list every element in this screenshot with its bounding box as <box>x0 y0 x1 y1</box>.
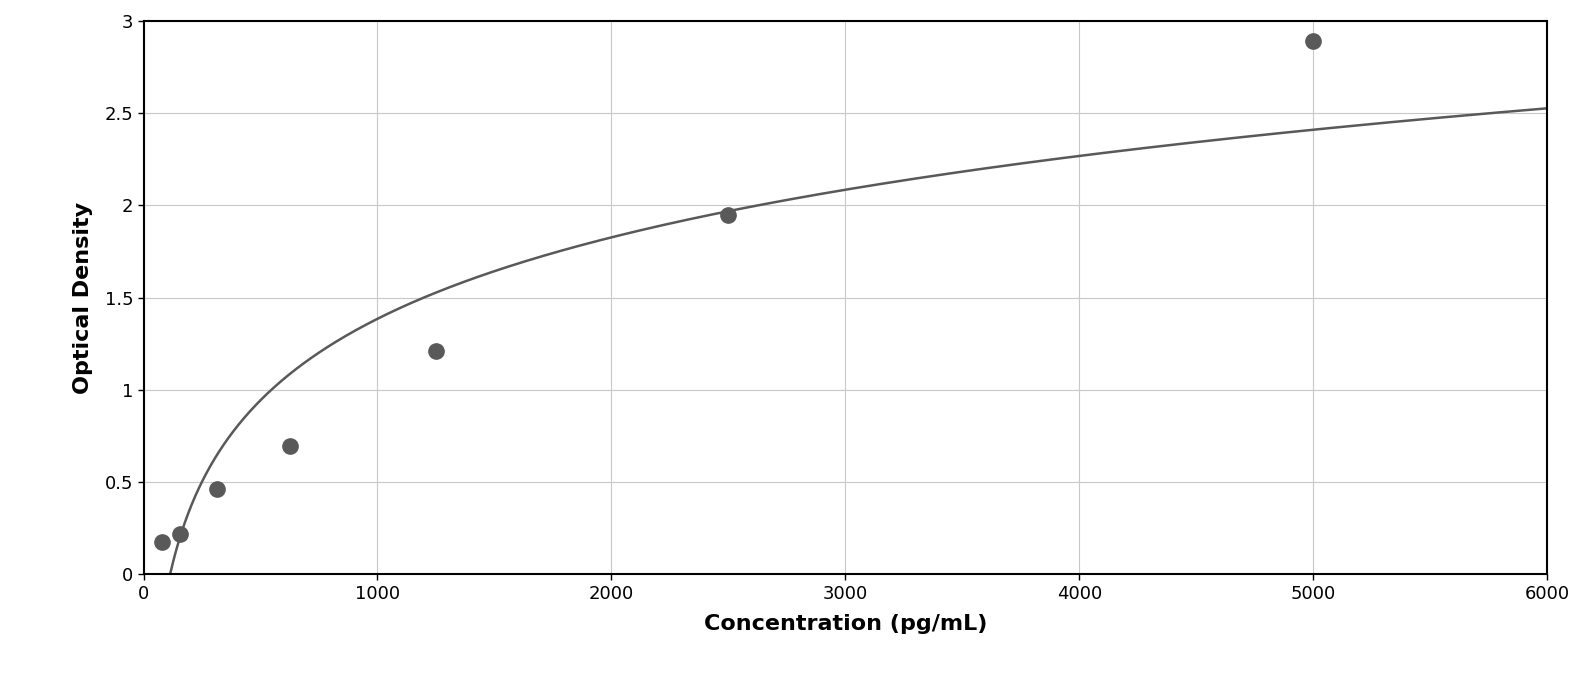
Point <box>167 528 193 539</box>
Point <box>716 209 742 220</box>
X-axis label: Concentration (pg/mL): Concentration (pg/mL) <box>703 614 987 634</box>
Point <box>148 536 174 547</box>
Point <box>1300 35 1325 46</box>
Point <box>423 345 448 356</box>
Y-axis label: Optical Density: Optical Density <box>73 201 93 394</box>
Point <box>278 441 303 452</box>
Point <box>204 484 230 495</box>
